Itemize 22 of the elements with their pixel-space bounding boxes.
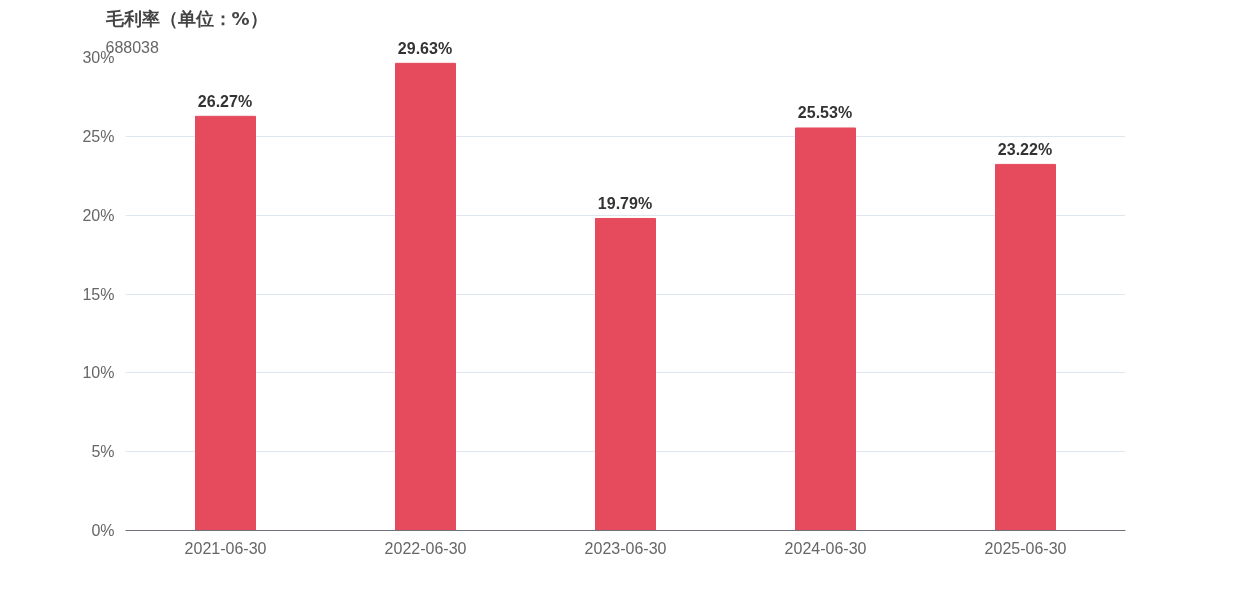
y-tick-label: 20%	[82, 206, 115, 224]
data-label: 19.79%	[597, 194, 653, 213]
y-tick-label: 0%	[91, 522, 115, 539]
chart-title: 毛利率（单位：%）	[104, 7, 268, 29]
bar	[395, 62, 456, 531]
x-tick-label: 2022-06-30	[384, 539, 467, 557]
x-tick-label: 2024-06-30	[784, 539, 867, 557]
x-tick-label: 2021-06-30	[184, 539, 267, 557]
bar	[795, 127, 856, 531]
y-tick-label: 15%	[82, 285, 115, 303]
x-tick-label: 2025-06-30	[984, 539, 1067, 557]
data-label: 26.27%	[197, 92, 253, 111]
data-label: 25.53%	[797, 104, 853, 123]
y-tick-label: 5%	[91, 443, 115, 461]
data-label: 29.63%	[397, 39, 453, 58]
bar	[195, 115, 256, 531]
y-tick-label: 10%	[82, 364, 115, 382]
bar	[995, 163, 1056, 531]
x-tick-label: 2023-06-30	[584, 539, 667, 557]
y-tick-label: 25%	[82, 127, 115, 145]
bar	[595, 217, 656, 531]
data-label: 23.22%	[997, 140, 1053, 159]
